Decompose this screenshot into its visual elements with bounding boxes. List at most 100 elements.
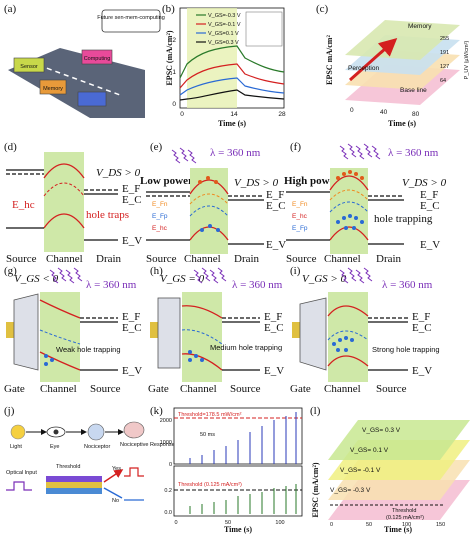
- panel-label-g: (g): [4, 265, 17, 277]
- g-ec-curve: [39, 299, 81, 319]
- f-ev: E_V: [420, 239, 440, 251]
- l-v3: V_GS= -0.1 V: [340, 467, 381, 474]
- g-weak-trapping: Weak hole trapping: [56, 345, 121, 354]
- f-electrons: [336, 170, 364, 180]
- future-bubble: [101, 9, 161, 33]
- panel-label-l: (l): [310, 405, 321, 417]
- g-holes: [44, 354, 54, 366]
- d-hole-traps: hole traps: [86, 209, 129, 221]
- panel-d: (d) V_DS > 0 E_F E_C E_V E_hc hole traps…: [4, 141, 142, 265]
- k-xt-1: 50: [225, 520, 231, 526]
- panel-label-d: (d): [4, 141, 17, 153]
- k-yt-0: 0: [169, 462, 172, 468]
- h-ef: E_F: [264, 311, 282, 323]
- d-source: Source: [6, 253, 37, 265]
- e-vds: V_DS > 0: [234, 177, 279, 189]
- brain-icon: [123, 421, 145, 439]
- panel-label-k: (k): [150, 405, 163, 417]
- e-lambda: λ = 360 nm: [210, 147, 261, 159]
- k-pulse: 50 ms: [200, 432, 215, 438]
- d-channel: Channel: [46, 253, 83, 265]
- g-dielectric: [13, 293, 39, 371]
- e-holes: [200, 224, 220, 232]
- f-uv-waves: [339, 143, 381, 160]
- d-vds: V_DS > 0: [96, 167, 141, 179]
- c-ptick-1: 191: [440, 50, 449, 56]
- f-title: High power: [284, 175, 339, 187]
- f-hole-trapping: hole trapping: [374, 213, 433, 225]
- i-uv-waves: [339, 267, 373, 284]
- h-ev: E_V: [264, 365, 284, 377]
- f-source: Source: [286, 253, 317, 265]
- l-xlabel: Time (s): [384, 525, 412, 534]
- k-yb-1: 0.2: [164, 488, 172, 494]
- h-lambda: λ = 360 nm: [232, 279, 283, 291]
- d-ev: E_V: [122, 235, 142, 247]
- eye-pupil: [53, 429, 59, 435]
- e-ec-curve: [189, 179, 229, 195]
- j-device-bot: [46, 488, 102, 494]
- computing-label: Computing: [84, 56, 111, 62]
- f-efp-curve: [329, 201, 369, 213]
- b-xtick-2: 28: [278, 111, 286, 118]
- memory-label: Memory: [43, 86, 63, 92]
- g-ev-curve: [39, 351, 81, 371]
- l-v4: V_GS= -0.3 V: [330, 487, 371, 494]
- e-ehc: E_hc: [152, 225, 168, 232]
- h-holes: [188, 350, 204, 362]
- c-ptick-0: 255: [440, 36, 449, 42]
- i-gate: Gate: [290, 383, 311, 395]
- k-xt-2: 100: [275, 520, 284, 526]
- c-baseline: Base line: [400, 87, 427, 94]
- e-uv-waves: [171, 147, 197, 164]
- j-device-mid: [46, 482, 102, 488]
- l-xt-3: 150: [436, 522, 445, 528]
- panel-label-e: (e): [150, 141, 163, 153]
- f-ec: E_C: [420, 200, 440, 212]
- j-optical: Optical Input: [6, 470, 37, 476]
- b-xlabel: Time (s): [218, 119, 246, 128]
- c-arrow: [349, 38, 398, 82]
- c-ptick-3: 64: [440, 78, 446, 84]
- j-no: No: [112, 498, 119, 504]
- i-dielectric: [299, 297, 327, 371]
- e-efn: E_Fn: [152, 201, 168, 208]
- f-vds: V_DS > 0: [402, 177, 447, 189]
- panel-label-b: (b): [162, 3, 175, 15]
- legend-b-2: V_GS=0.1 V: [208, 31, 239, 37]
- panel-h: (h) V_GS = 0 λ = 360 nm E_F E_C E_V Medi…: [148, 265, 284, 395]
- h-vgs: V_GS = 0: [160, 273, 205, 285]
- b-inset-circuit: [245, 11, 283, 47]
- f-ehc: E_hc: [292, 213, 308, 220]
- future-bubble-text: Future sen-mem-computing: [97, 15, 165, 21]
- h-channel: Channel: [180, 383, 217, 395]
- f-efn: E_Fn: [292, 201, 308, 208]
- g-channel: Channel: [40, 383, 77, 395]
- h-gate: Gate: [148, 383, 169, 395]
- j-no-arrow: [103, 487, 123, 499]
- d-ef: E_F: [122, 183, 140, 195]
- l-v2: V_GS= 0.1 V: [350, 447, 389, 454]
- e-ev: E_V: [266, 239, 286, 251]
- c-perception: Perception: [348, 65, 379, 72]
- trace-vgs-m0.1: [179, 63, 285, 89]
- panel-k: (k) Threshold=178.5 mW/cm² Threshold (0.…: [150, 405, 303, 534]
- light-bulb-icon: [10, 424, 26, 440]
- g-ef: E_F: [122, 311, 140, 323]
- i-ev-curve: [327, 355, 369, 367]
- f-lambda: λ = 360 nm: [388, 147, 439, 159]
- panel-label-j: (j): [4, 405, 15, 417]
- j-device-top: [46, 476, 102, 482]
- j-nociceptor: Nociceptor: [84, 444, 110, 450]
- panel-f: (f) High power λ = 360 nm V_DS > 0 E_F E…: [284, 141, 447, 265]
- k-th2: Threshold (0.125 mA/cm²): [178, 482, 242, 488]
- trace-vgs-m0.3: [179, 45, 285, 79]
- b-ytick-2: 2: [172, 37, 176, 44]
- i-ev: E_V: [412, 365, 432, 377]
- i-source: Source: [376, 383, 407, 395]
- l-xt-1: 50: [366, 522, 372, 528]
- c-xlabel: Time (s): [388, 119, 416, 128]
- memory-car: [39, 79, 67, 95]
- l-threshold: Threshold: [392, 508, 416, 514]
